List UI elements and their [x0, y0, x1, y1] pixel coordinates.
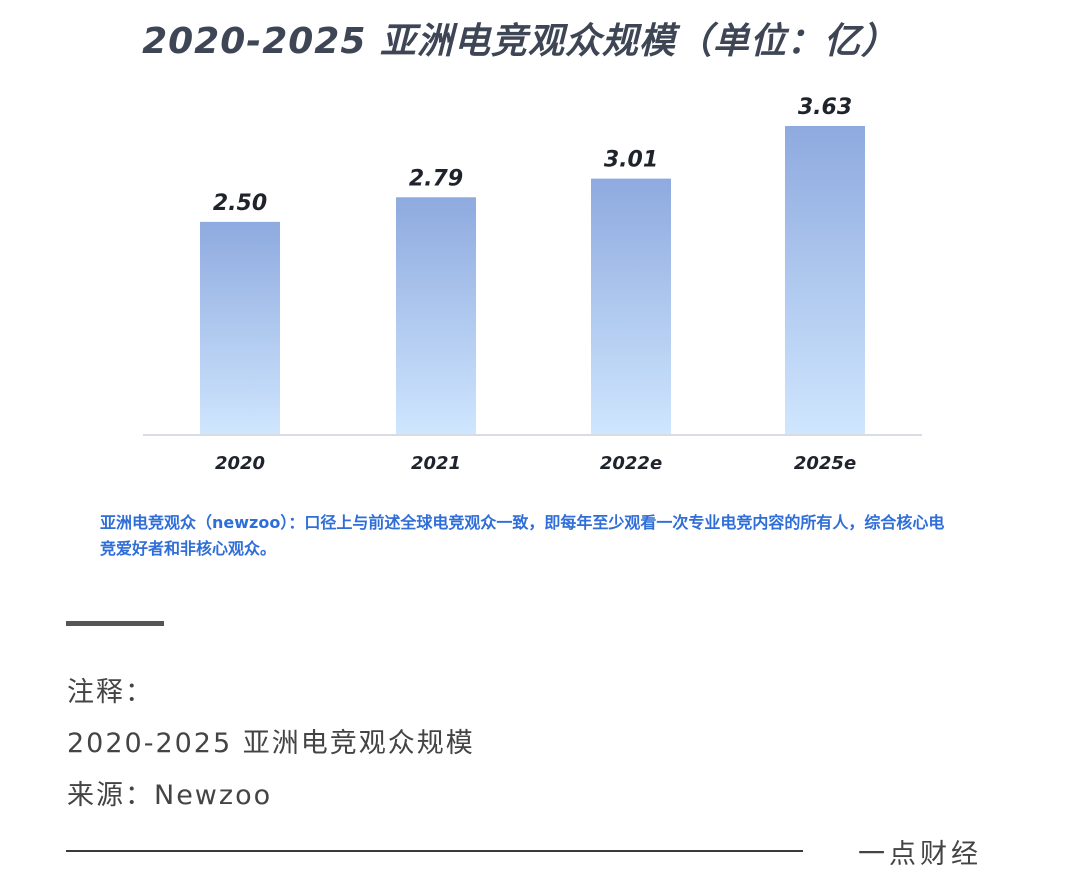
category-label: 2022e [600, 453, 662, 474]
bar-2022e [591, 178, 671, 434]
category-label: 2020 [215, 453, 265, 474]
bar-2025e [785, 126, 865, 434]
bar-chart: 2.50 2020 2.79 2021 3.01 2022e 3.63 2025e [143, 95, 922, 474]
bar-2021 [396, 197, 476, 434]
category-label: 2021 [411, 453, 461, 474]
caption-text: 2020-2025 亚洲电竞观众规模 [67, 728, 475, 759]
category-label: 2025e [794, 453, 856, 474]
bar-value-label: 2.79 [409, 166, 463, 191]
brand-name: 一点财经 [858, 839, 982, 870]
bar-value-label: 3.01 [604, 148, 658, 173]
caption-label: 注释： [67, 677, 154, 708]
section-divider [66, 621, 164, 626]
chart-title: 2020-2025 亚洲电竞观众规模（单位：亿） [142, 21, 898, 62]
bottom-divider [66, 850, 803, 852]
bar-value-label: 2.50 [213, 191, 267, 216]
bar-value-label: 3.63 [798, 95, 852, 120]
chart-note: 亚洲电竞观众（newzoo）：口径上与前述全球电竞观众一致，即每年至少观看一次专… [100, 513, 945, 558]
bar-2020 [200, 221, 280, 434]
caption-source: 来源：Newzoo [67, 780, 273, 811]
